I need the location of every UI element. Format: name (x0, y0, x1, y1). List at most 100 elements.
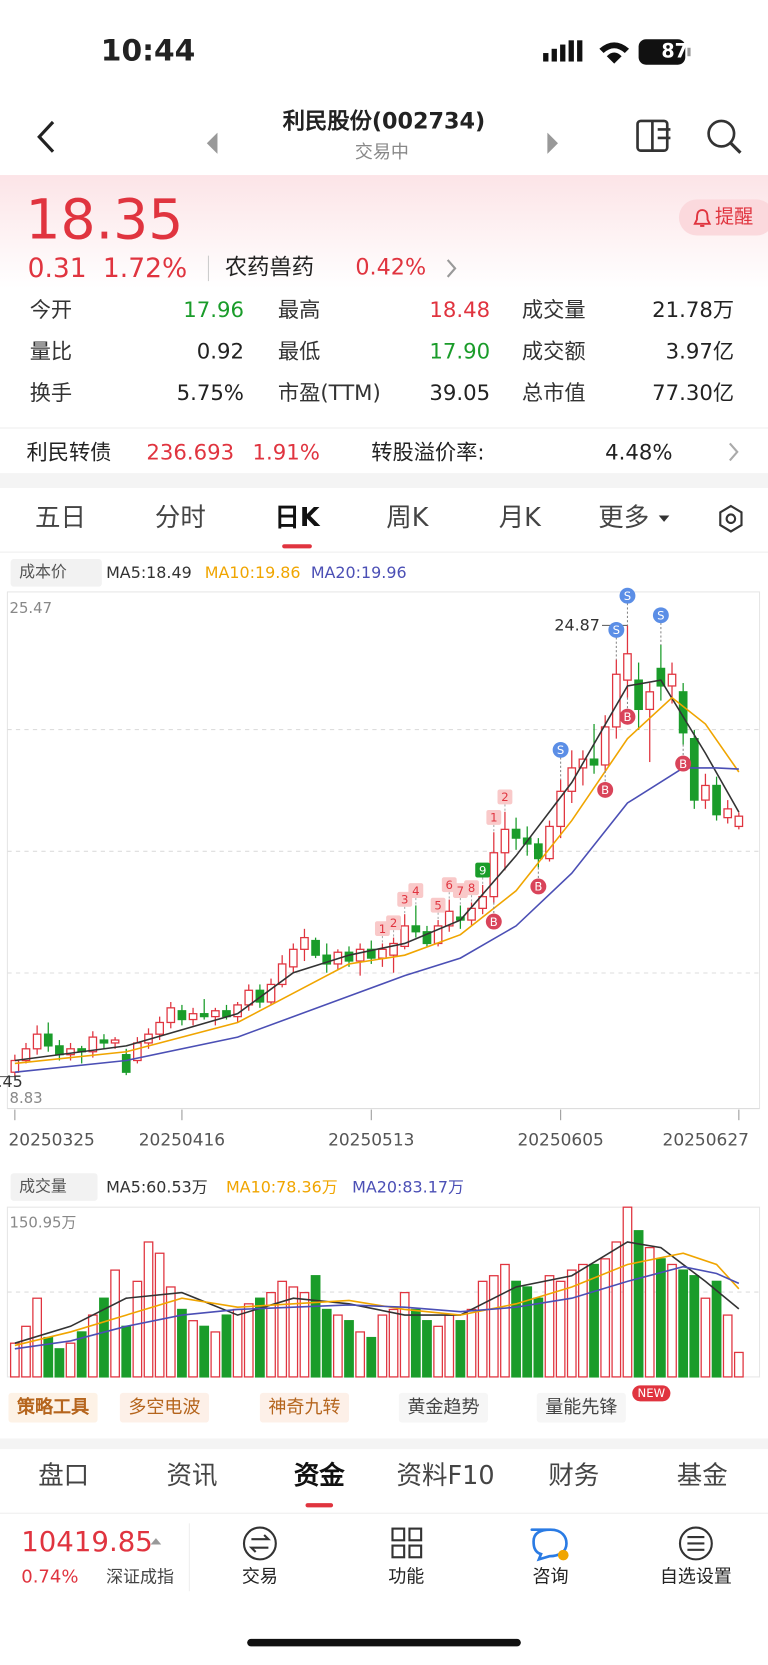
bottom-tab[interactable]: 资料F10 (396, 1460, 495, 1491)
signal-marker (597, 781, 614, 798)
volume-bar (410, 1308, 421, 1378)
volume-bar (711, 1280, 722, 1378)
premium: 4.48% (605, 439, 673, 465)
candle-body (177, 1010, 187, 1021)
stat-label: 量比 (29, 338, 73, 364)
signal-marker (608, 621, 625, 638)
volume-bar (722, 1314, 733, 1378)
tool-button[interactable]: 神奇九转 (259, 1392, 350, 1423)
tab-indicator (282, 544, 312, 549)
footer-action[interactable]: 咨询 (532, 1566, 569, 1589)
nine-turn-box (408, 883, 424, 898)
stat-value: 77.30亿 (652, 379, 735, 406)
change-pct: 1.72% (102, 252, 188, 284)
chart-tab[interactable]: 更多 (598, 502, 650, 533)
stat-label: 成交量 (521, 297, 586, 323)
volume-bar (488, 1275, 499, 1378)
nine-turn-label: 1 (490, 811, 497, 825)
divider (0, 551, 768, 553)
volume-bar (377, 1314, 388, 1378)
signal-label: S (657, 609, 664, 623)
x-tick-label: 20250605 (517, 1131, 603, 1151)
chart-tab[interactable]: 五日 (35, 502, 86, 533)
volume-bar (221, 1314, 232, 1378)
signal-marker (485, 913, 502, 930)
dropdown (658, 515, 670, 522)
volume-bar (366, 1336, 377, 1378)
volume-bar (76, 1331, 87, 1378)
chart-tab[interactable]: 日K (274, 502, 320, 533)
candle-body (656, 667, 666, 687)
next-stock[interactable] (545, 132, 560, 154)
nine-turn-label: 8 (468, 881, 475, 895)
candle-body (645, 691, 655, 711)
chart-tab[interactable]: 分时 (154, 502, 206, 533)
cost-button[interactable] (10, 559, 102, 587)
candle-body (55, 1045, 64, 1056)
premium-label: 转股溢价率: (371, 439, 485, 465)
volume-bar (154, 1252, 165, 1378)
divider (207, 255, 209, 282)
candle-body (378, 948, 387, 959)
candle-body (678, 691, 688, 734)
vma-line (14, 1241, 740, 1344)
footer-action[interactable]: 自选设置 (659, 1566, 732, 1589)
candle-body (188, 1013, 198, 1021)
candle-body (689, 737, 699, 801)
footer-action[interactable]: 功能 (388, 1566, 425, 1589)
volume-bar (622, 1206, 633, 1378)
candle-body (311, 939, 320, 956)
nine-turn-label: 2 (501, 790, 508, 804)
candle-body (99, 1039, 109, 1044)
quote-panel (0, 175, 768, 289)
tool-button[interactable]: 黄金趋势 (398, 1392, 488, 1423)
chevron[interactable] (728, 441, 741, 462)
share-icon[interactable] (634, 117, 676, 155)
chart-tab[interactable]: 周K (386, 502, 429, 533)
volume-bar (433, 1325, 443, 1378)
volume-bar (555, 1280, 566, 1378)
volume-bar (700, 1297, 711, 1378)
vol-label: 成交量 (19, 1176, 67, 1196)
prev-stock[interactable] (205, 132, 220, 154)
tool-button[interactable]: 策略工具 (8, 1392, 98, 1423)
candle-body (500, 828, 510, 854)
volume-bar (544, 1275, 555, 1378)
volume-bar (444, 1314, 455, 1378)
chart-frame (6, 591, 761, 1110)
index-value: 10419.85 (21, 1526, 153, 1559)
nine-turn-box (486, 809, 502, 825)
candle-body (355, 948, 365, 962)
volume-bar (466, 1308, 477, 1378)
sector[interactable]: 农药兽药 (224, 254, 314, 281)
bottom-tab[interactable]: 资金 (293, 1460, 345, 1491)
settings-icon[interactable] (715, 503, 747, 535)
volume-bar (455, 1320, 466, 1378)
volume-bar (422, 1320, 432, 1378)
time: 10:44 (100, 32, 196, 68)
volume-bar (655, 1258, 666, 1378)
alert-button[interactable] (678, 199, 768, 236)
x-tick-label: 20250627 (663, 1131, 749, 1151)
candle-body (478, 896, 488, 909)
footer-icons (242, 1526, 713, 1562)
stat-label: 成交额 (521, 338, 586, 364)
candle-body (155, 1021, 164, 1035)
vma-legend: MA20:83.17万 (352, 1177, 464, 1197)
bottom-tab[interactable]: 财务 (548, 1460, 600, 1491)
tool-button[interactable]: 量能先锋 (536, 1392, 626, 1423)
volume-bar (522, 1286, 533, 1378)
back-button[interactable] (32, 119, 64, 155)
bottom-tab[interactable]: 基金 (676, 1460, 728, 1491)
candle-body (611, 673, 621, 728)
chart-tab[interactable]: 月K (498, 502, 541, 533)
volume-bar (177, 1308, 187, 1378)
search-icon[interactable] (704, 117, 746, 155)
volume-bar (611, 1241, 622, 1378)
bottom-tab[interactable]: 盘口 (38, 1460, 90, 1491)
footer-action[interactable]: 交易 (241, 1566, 278, 1589)
candle-body (166, 1007, 176, 1024)
bottom-tab[interactable]: 资讯 (166, 1460, 218, 1491)
tool-button[interactable]: 多空电波 (119, 1392, 209, 1423)
vol-button[interactable] (10, 1173, 98, 1201)
